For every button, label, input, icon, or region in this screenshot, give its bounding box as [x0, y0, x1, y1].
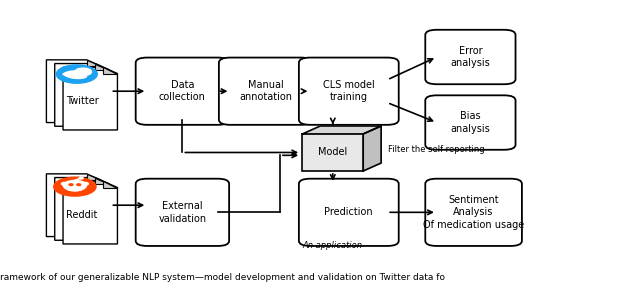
FancyBboxPatch shape [299, 58, 399, 125]
Ellipse shape [64, 71, 87, 79]
Circle shape [75, 68, 92, 76]
Polygon shape [47, 60, 101, 123]
Circle shape [69, 184, 73, 186]
Text: ✦: ✦ [70, 67, 83, 82]
Bar [303, 134, 364, 171]
FancyBboxPatch shape [425, 95, 516, 150]
FancyBboxPatch shape [136, 179, 229, 246]
Ellipse shape [62, 70, 79, 76]
Polygon shape [95, 178, 109, 184]
Circle shape [54, 177, 96, 196]
Text: External
validation: External validation [158, 201, 207, 223]
Polygon shape [87, 174, 101, 180]
FancyBboxPatch shape [219, 58, 312, 125]
Ellipse shape [67, 188, 83, 192]
Polygon shape [303, 126, 381, 134]
Text: Reddit: Reddit [66, 210, 98, 220]
Circle shape [63, 180, 86, 191]
Text: Data
collection: Data collection [159, 80, 206, 102]
Polygon shape [55, 64, 109, 126]
Text: Bias
analysis: Bias analysis [451, 111, 490, 134]
FancyBboxPatch shape [425, 30, 516, 84]
Circle shape [79, 177, 83, 179]
Circle shape [56, 65, 97, 83]
Polygon shape [63, 181, 118, 244]
Text: CLS model
training: CLS model training [323, 80, 374, 102]
Polygon shape [364, 126, 381, 171]
FancyBboxPatch shape [136, 58, 229, 125]
Text: Sentiment
Analysis
Of medication usage: Sentiment Analysis Of medication usage [423, 195, 524, 230]
FancyBboxPatch shape [425, 179, 522, 246]
Polygon shape [87, 60, 101, 66]
Text: Twitter: Twitter [65, 96, 99, 106]
Polygon shape [63, 67, 118, 130]
Polygon shape [95, 64, 109, 70]
Polygon shape [55, 178, 109, 240]
FancyBboxPatch shape [299, 179, 399, 246]
Polygon shape [104, 67, 118, 74]
Text: An application: An application [303, 241, 363, 250]
Polygon shape [104, 181, 118, 188]
Circle shape [61, 182, 68, 185]
Circle shape [77, 184, 81, 186]
Text: Filter the self-reporting: Filter the self-reporting [388, 145, 484, 154]
Text: Prediction: Prediction [324, 207, 373, 217]
Text: Model: Model [318, 147, 348, 158]
Circle shape [82, 182, 88, 185]
Text: ramework of our generalizable NLP system—model development and validation on Twi: ramework of our generalizable NLP system… [0, 273, 445, 282]
Text: Manual
annotation: Manual annotation [239, 80, 292, 102]
Polygon shape [47, 174, 101, 237]
Text: Error
analysis: Error analysis [451, 46, 490, 68]
